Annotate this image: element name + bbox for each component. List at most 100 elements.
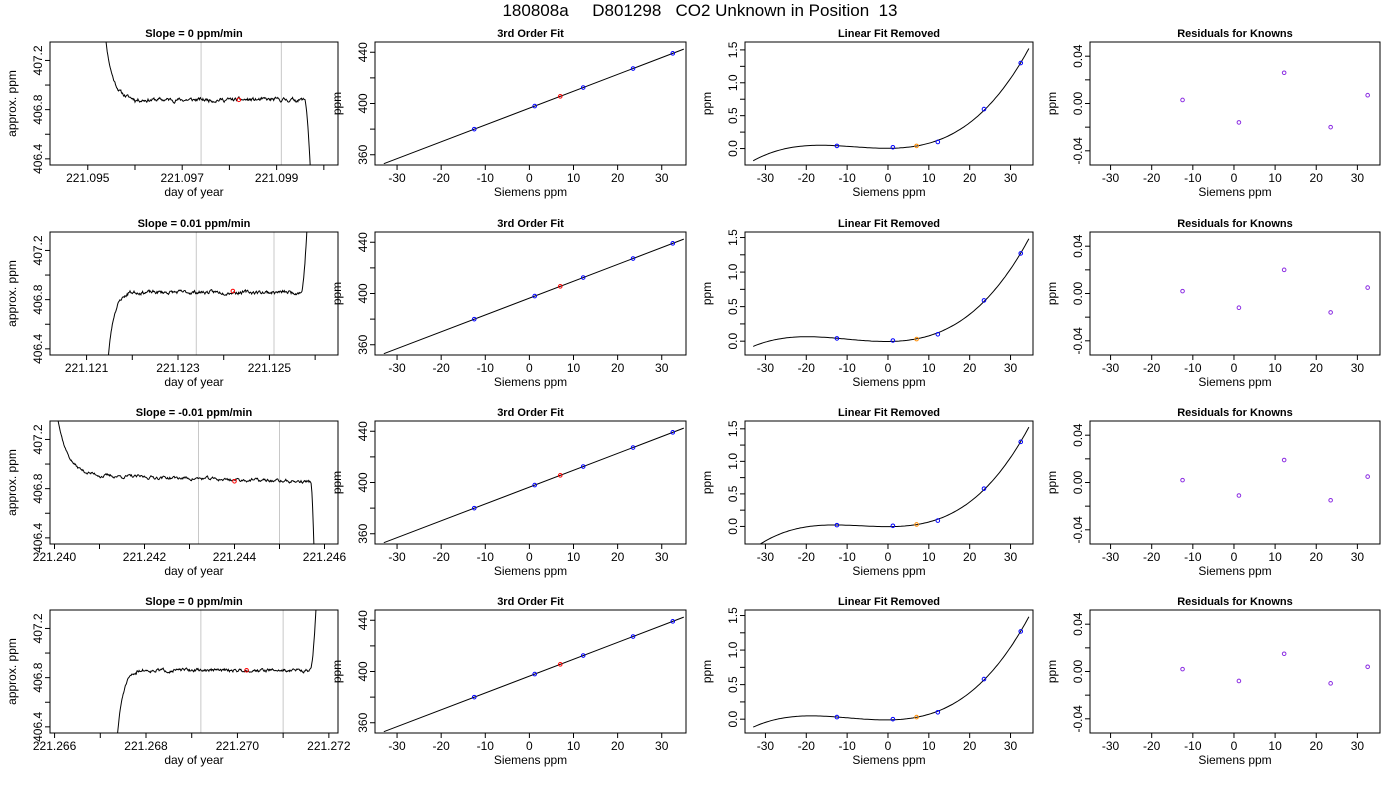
panel-title: Residuals for Knowns [1177,596,1293,608]
unknown-marker [244,667,249,673]
known-point [935,139,941,145]
panel-title: 3rd Order Fit [497,28,564,40]
y-tick-label: 407.2 [31,613,45,643]
fit-line [383,238,684,355]
panel-resid-row2: Residuals for Knowns -30 -20 -10 0 10 20 30 Siem… [1045,218,1381,389]
plot-area [753,616,1030,728]
x-tick-label: -10 [838,739,856,753]
unknown-marker [230,288,236,294]
x-tick-label: -30 [757,739,775,753]
x-axis-label: Siemens ppm [494,564,567,578]
x-tick-label: 221.125 [248,361,292,375]
plot-area [57,421,315,544]
residual-point [1281,70,1287,76]
plot-frame [49,231,339,356]
y-axis-label: ppm [700,282,714,305]
x-tick-label: -10 [1184,361,1202,375]
y-tick-label: -0.04 [1071,516,1085,544]
x-tick-label: 30 [1004,739,1018,753]
x-tick-label: -30 [1102,171,1120,185]
x-tick-label: 10 [922,739,936,753]
x-tick-label: 221.246 [303,550,347,564]
x-tick-label: 0 [885,361,892,375]
x-tick-label: -30 [757,171,775,185]
panel-linfit-row4: Linear Fit Removed -30 -20 -10 0 10 20 30 Siemen… [700,596,1034,767]
x-tick-label: -10 [477,361,495,375]
known-point [471,126,477,132]
trace-line [105,42,311,165]
x-axis-label: Siemens ppm [852,185,925,199]
x-tick-label: 0 [1231,739,1238,753]
x-tick-label: 20 [963,171,977,185]
y-tick-label: 360 [356,712,370,732]
known-point [1018,60,1024,66]
residual-point [1328,497,1333,503]
x-axis-label: Siemens ppm [494,753,567,767]
unknown-point [557,473,563,478]
x-axis-label: Siemens ppm [1198,753,1271,767]
x-tick-label: 10 [922,361,936,375]
x-axis-label: day of year [164,185,223,199]
x-tick-label: 30 [1351,739,1365,753]
plot-frame [744,420,1034,545]
y-axis-label: ppm [330,471,344,494]
x-tick-label: 30 [1351,550,1365,564]
x-tick-label: 221.268 [124,739,168,753]
plot-area [105,42,311,165]
cubic-curve [752,48,1030,162]
trace-line [107,232,308,355]
residual-point [1328,124,1333,130]
known-point [834,143,840,149]
x-axis-label: day of year [164,564,223,578]
x-tick-label: 30 [655,361,669,375]
x-tick-label: 30 [1351,361,1365,375]
x-tick-label: 10 [567,550,581,564]
panel-title: Slope = 0 ppm/min [145,28,243,40]
y-tick-label: 407.2 [31,45,45,75]
known-point [935,518,941,523]
y-tick-label: 406.8 [31,473,45,503]
x-tick-label: 30 [1004,171,1018,185]
x-tick-label: 20 [611,550,625,564]
unknown-point [557,662,563,667]
plot-area [383,238,684,355]
known-point [670,51,676,56]
cubic-curve [759,426,1030,544]
x-tick-label: 20 [1310,739,1324,753]
x-tick-label: 30 [1351,171,1365,185]
y-tick-label: 0.04 [1071,423,1085,447]
panel-title: 3rd Order Fit [497,218,564,230]
plot-frame [1089,41,1381,166]
y-tick-label: 0.00 [1071,91,1085,115]
y-tick-label: 400 [356,93,370,113]
x-tick-label: 10 [1268,171,1282,185]
residual-point [1180,97,1185,103]
panel-title: Linear Fit Removed [838,407,940,419]
x-tick-label: -30 [1102,739,1120,753]
panel-resid-row3: Residuals for Knowns -30 -20 -10 0 10 20 30 Siem… [1045,407,1381,578]
y-tick-label: 0.04 [1071,234,1085,258]
x-tick-label: 30 [655,739,669,753]
plot-area [1180,70,1370,130]
x-axis-label: Siemens ppm [494,185,567,199]
x-tick-label: -10 [838,361,856,375]
x-tick-label: 0 [526,550,533,564]
plot-frame [744,41,1034,166]
unknown-point [914,143,919,149]
unknown-point [557,284,563,289]
x-tick-label: 10 [922,171,936,185]
cubic-curve [753,616,1030,728]
x-axis-label: Siemens ppm [1198,375,1271,389]
panel-trace-row1: Slope = 0 ppm/min 221.095 221.097 221.099 da… [5,28,339,199]
known-point [630,256,636,261]
known-point [630,66,636,71]
y-axis-label: approx. ppm [5,449,19,516]
y-tick-label: 400 [356,283,370,303]
y-tick-label: 440 [356,42,370,62]
known-point [981,106,987,112]
y-axis-label: ppm [330,282,344,305]
unknown-marker [232,478,237,484]
x-tick-label: 221.272 [307,739,351,753]
residual-point [1365,474,1370,479]
x-tick-label: 10 [1268,739,1282,753]
